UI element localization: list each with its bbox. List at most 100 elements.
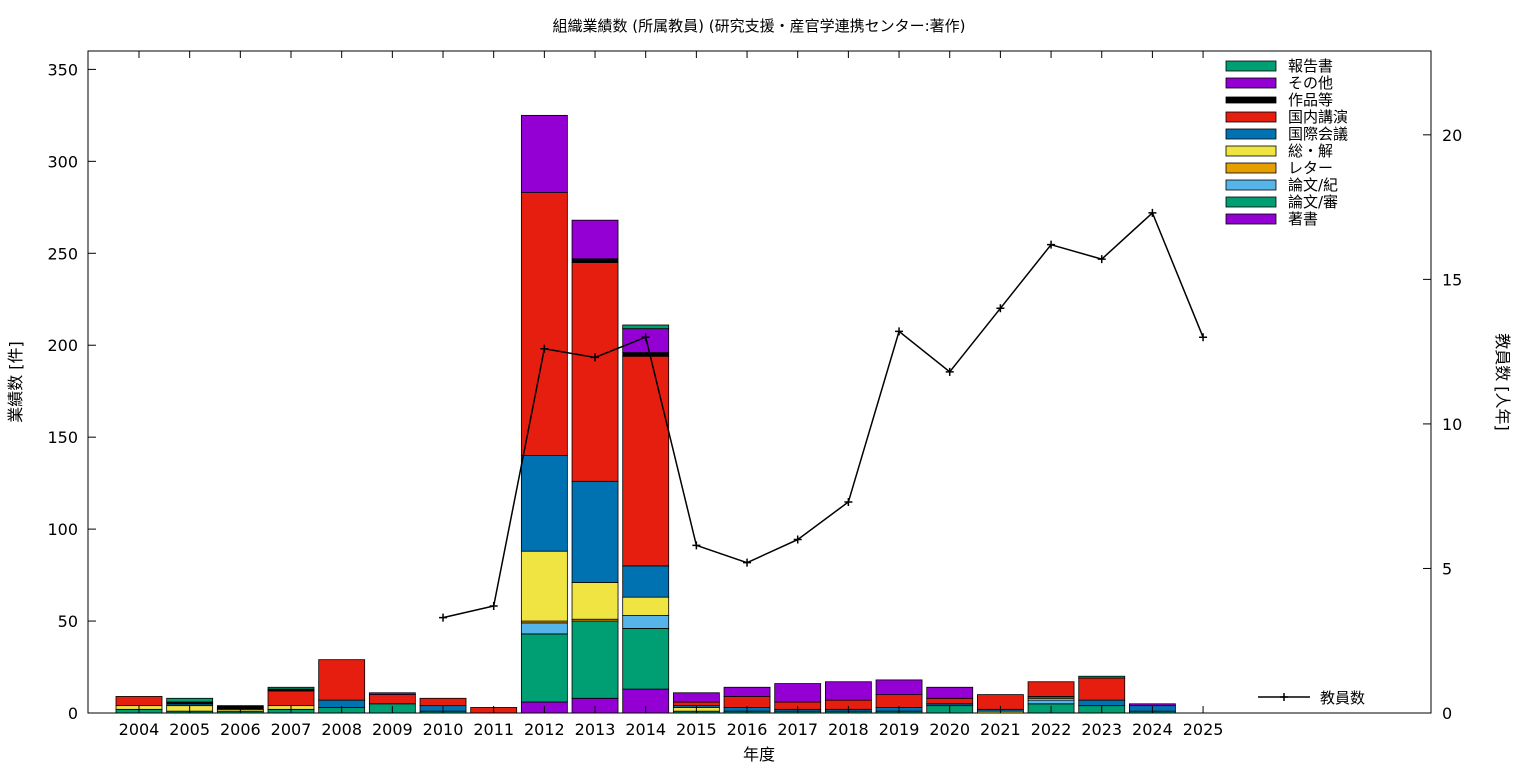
staff-point-2020 [945,367,954,376]
staff-point-2017 [793,535,802,544]
bars [115,114,1176,714]
legend-swatch [1225,179,1277,191]
legend-label: 国際会議 [1288,125,1348,143]
bar-2020-series-8 [926,686,974,699]
legend-item: 論文/紀 [1225,176,1338,194]
bar-2019-series-6 [875,694,923,708]
staff-point-2011 [489,602,498,611]
y2-tick-label: 5 [1442,559,1452,578]
bar-2020-series-6 [926,697,974,705]
legend-item: 報告書 [1225,57,1333,75]
legend-item: レター [1225,159,1333,177]
bar-2005-series-9 [166,697,214,703]
bar-2023-series-6 [1078,677,1126,701]
bar-2014-series-7 [622,352,670,357]
y-axis-label: 業績数 [件] [6,341,25,423]
bar-2009-series-8 [368,692,416,696]
legend-item: 著書 [1225,210,1318,228]
legend-line-marker [1280,693,1288,701]
legend-swatch [1225,162,1277,174]
bar-2023-series-9 [1078,675,1126,679]
bar-2014-series-9 [622,324,670,330]
legend-label: 報告書 [1288,57,1333,75]
chart-title: 組織業績数 (所属教員) (研究支援・産官学連携センター:著作) [552,17,965,35]
y2-tick-label: 20 [1442,126,1462,145]
x-tick-label: 2021 [980,720,1021,739]
staff-point-2014 [641,333,650,342]
y-tick-label: 100 [47,520,78,539]
bar-2012-series-4 [520,550,568,622]
x-tick-label: 2016 [727,720,768,739]
legend-item: 国際会議 [1225,125,1348,143]
y2-axis-label: 教員数 [人年] [1493,333,1512,431]
y-tick-label: 50 [58,612,78,631]
bar-2008-series-6 [318,659,366,701]
x-tick-label: 2011 [473,720,514,739]
bar-2007-series-9 [267,686,315,690]
bar-2012-series-6 [520,192,568,456]
bar-2012-series-1 [520,633,568,703]
legend-label: 教員数 [1320,689,1365,707]
legend-swatch [1225,145,1277,157]
y-tick-label: 300 [47,152,78,171]
legend-item: 論文/審 [1225,193,1338,211]
bar-2016-series-8 [723,686,771,697]
bar-2022-series-6 [1027,681,1075,697]
y2-tick-label: 15 [1442,270,1462,289]
x-tick-label: 2013 [575,720,616,739]
staff-point-2022 [1047,240,1056,249]
bar-2015-series-8 [672,692,720,703]
bar-2024-series-8 [1129,703,1176,707]
x-tick-label: 2010 [423,720,464,739]
y-tick-label: 0 [68,704,78,723]
staff-line-path [442,211,1204,619]
bar-2014-series-1 [622,628,670,690]
staff-point-2012 [540,344,549,353]
bar-2013-series-4 [571,582,619,620]
plot-frame [87,50,1432,714]
y2-tick-label: 0 [1442,704,1452,723]
legend-label: 論文/審 [1288,193,1338,211]
bar-2015-series-6 [672,701,720,707]
bar-2009-series-6 [368,694,416,705]
bar-2013-series-5 [571,480,619,583]
legend-item: 作品等 [1225,91,1333,109]
y-tick-label: 150 [47,428,78,447]
bar-2019-series-8 [875,679,923,696]
y-tick-label: 350 [47,60,78,79]
bar-2018-series-8 [824,681,872,701]
legend-swatch [1225,128,1277,140]
staff-point-2016 [743,558,752,567]
x-tick-label: 2017 [777,720,818,739]
x-axis-label: 年度 [743,745,775,764]
legend-swatch [1225,213,1277,225]
legend-swatch [1225,77,1277,89]
bar-2013-series-8 [571,219,619,260]
staff-point-2024 [1148,208,1157,217]
y-tick-label: 250 [47,244,78,263]
bar-2013-series-6 [571,262,619,482]
bar-2013-series-1 [571,620,619,699]
staff-point-2013 [591,353,600,362]
y2-tick-label: 10 [1442,415,1462,434]
bar-2012-series-8 [520,114,568,193]
x-tick-label: 2004 [119,720,160,739]
bar-2004-series-6 [115,696,163,707]
x-tick-label: 2025 [1183,720,1224,739]
bar-2007-series-6 [267,690,315,707]
x-tick-label: 2018 [828,720,869,739]
x-tick-label: 2024 [1132,720,1173,739]
bar-2022-series-2 [1027,699,1075,705]
staff-point-2025 [1199,333,1208,342]
x-tick-label: 2014 [625,720,666,739]
staff-point-2019 [895,327,904,336]
legend-swatch [1225,196,1277,208]
legend-item: その他 [1225,74,1333,92]
legend-label: その他 [1288,74,1333,92]
x-tick-label: 2009 [372,720,413,739]
staff-point-2018 [844,497,853,506]
x-tick-label: 2022 [1031,720,1072,739]
y-tick-label: 200 [47,336,78,355]
staff-line [439,208,1208,622]
